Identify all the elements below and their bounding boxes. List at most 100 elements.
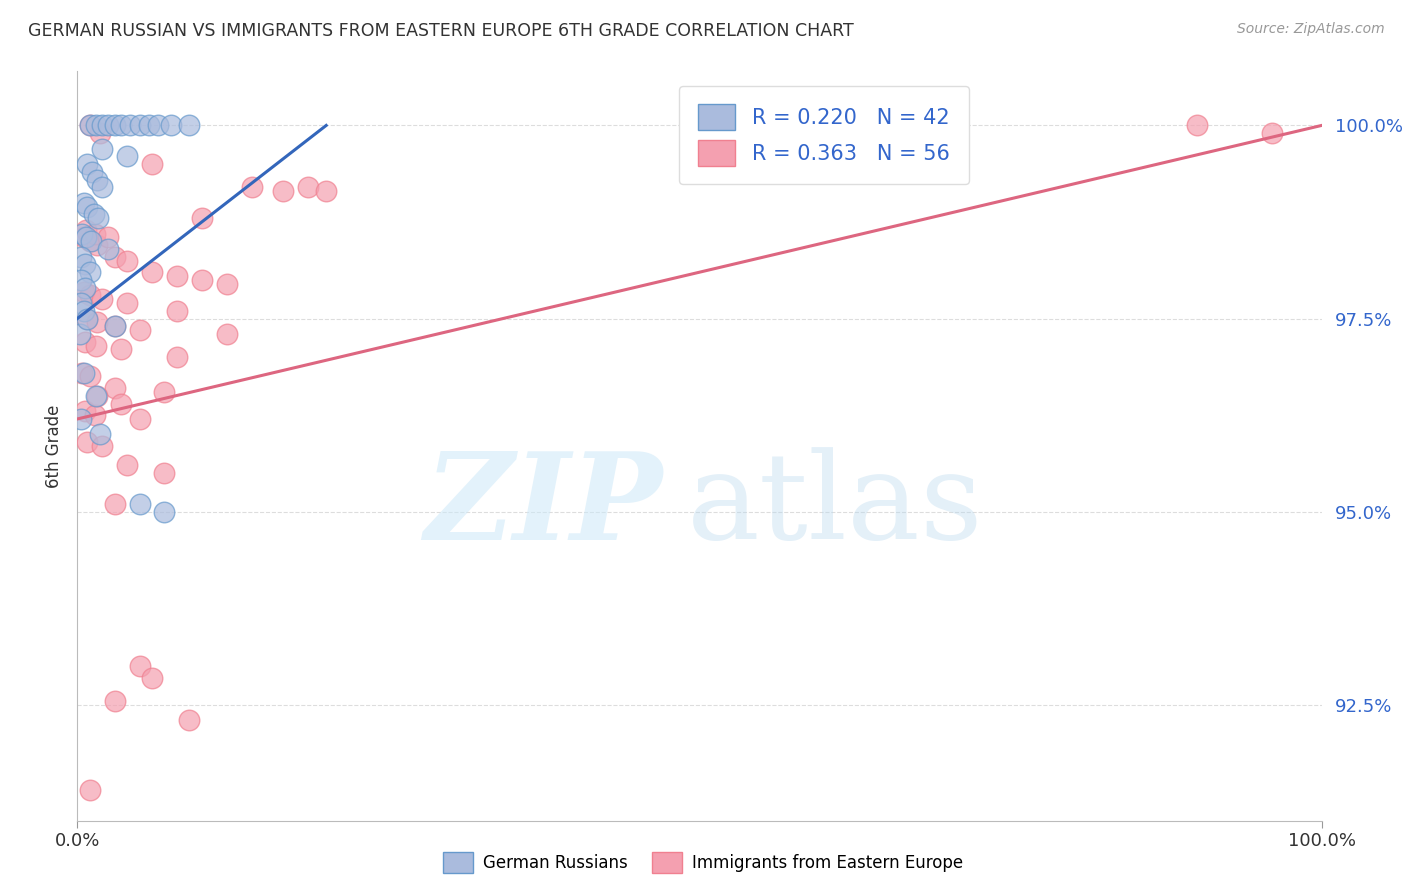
Point [191, 273, 214, 287]
Point [104, 381, 127, 395]
Point [166, 268, 188, 283]
Point [128, 412, 150, 426]
Point [97, 230, 120, 244]
Point [215, 326, 238, 341]
Point [76, 311, 98, 326]
Point [141, 265, 163, 279]
Point [69, 326, 91, 341]
Point [104, 497, 127, 511]
Point [128, 323, 150, 337]
Point [115, 458, 138, 473]
Point [72, 303, 94, 318]
Point [79, 235, 101, 249]
Point [80, 235, 103, 249]
Point [87, 211, 110, 226]
Point [76, 311, 98, 326]
Point [104, 319, 127, 334]
Point [79, 119, 101, 133]
Point [153, 466, 176, 480]
Y-axis label: 6th Grade: 6th Grade [45, 404, 63, 488]
Point [84, 338, 107, 352]
Point [110, 119, 132, 133]
Point [76, 200, 98, 214]
Point [1185, 119, 1208, 133]
Point [73, 404, 96, 418]
Point [91, 119, 114, 133]
Point [191, 211, 214, 226]
Point [75, 230, 97, 244]
Point [70, 273, 93, 287]
Point [179, 119, 201, 133]
Point [91, 142, 114, 156]
Point [72, 366, 94, 380]
Point [72, 230, 94, 244]
Point [141, 671, 163, 685]
Point [315, 184, 337, 198]
Point [72, 285, 94, 299]
Legend: R = 0.220   N = 42, R = 0.363   N = 56: R = 0.220 N = 42, R = 0.363 N = 56 [679, 86, 969, 185]
Point [72, 227, 94, 241]
Point [97, 119, 120, 133]
Point [89, 427, 111, 442]
Point [115, 296, 138, 310]
Point [83, 227, 105, 241]
Point [159, 119, 181, 133]
Point [86, 389, 108, 403]
Text: Source: ZipAtlas.com: Source: ZipAtlas.com [1237, 22, 1385, 37]
Point [153, 384, 176, 399]
Point [91, 180, 114, 194]
Point [97, 242, 120, 256]
Point [89, 126, 111, 140]
Point [86, 172, 108, 186]
Point [240, 180, 263, 194]
Point [73, 334, 96, 349]
Point [70, 250, 93, 264]
Legend: German Russians, Immigrants from Eastern Europe: German Russians, Immigrants from Eastern… [436, 846, 970, 880]
Point [79, 119, 101, 133]
Point [82, 165, 104, 179]
Point [79, 369, 101, 384]
Point [104, 250, 127, 264]
Point [215, 277, 238, 291]
Point [70, 296, 93, 310]
Point [84, 389, 107, 403]
Point [179, 713, 201, 727]
Point [118, 119, 141, 133]
Point [297, 180, 319, 194]
Point [79, 265, 101, 279]
Point [128, 119, 150, 133]
Point [128, 659, 150, 673]
Point [166, 350, 188, 364]
Point [153, 505, 176, 519]
Point [1261, 126, 1284, 140]
Point [110, 343, 132, 357]
Point [83, 207, 105, 221]
Point [128, 497, 150, 511]
Point [91, 439, 114, 453]
Point [104, 694, 127, 708]
Text: GERMAN RUSSIAN VS IMMIGRANTS FROM EASTERN EUROPE 6TH GRADE CORRELATION CHART: GERMAN RUSSIAN VS IMMIGRANTS FROM EASTER… [28, 22, 853, 40]
Point [73, 280, 96, 294]
Point [84, 119, 107, 133]
Point [104, 119, 127, 133]
Point [76, 435, 98, 450]
Point [115, 253, 138, 268]
Point [271, 184, 294, 198]
Point [138, 119, 160, 133]
Point [72, 195, 94, 210]
Point [76, 157, 98, 171]
Text: atlas: atlas [688, 448, 984, 565]
Point [72, 366, 94, 380]
Text: ZIP: ZIP [423, 447, 662, 566]
Point [115, 149, 138, 163]
Point [75, 223, 97, 237]
Point [104, 319, 127, 334]
Point [79, 288, 101, 302]
Point [70, 412, 93, 426]
Point [79, 782, 101, 797]
Point [73, 257, 96, 271]
Point [86, 238, 108, 252]
Point [91, 292, 114, 306]
Point [166, 303, 188, 318]
Point [141, 157, 163, 171]
